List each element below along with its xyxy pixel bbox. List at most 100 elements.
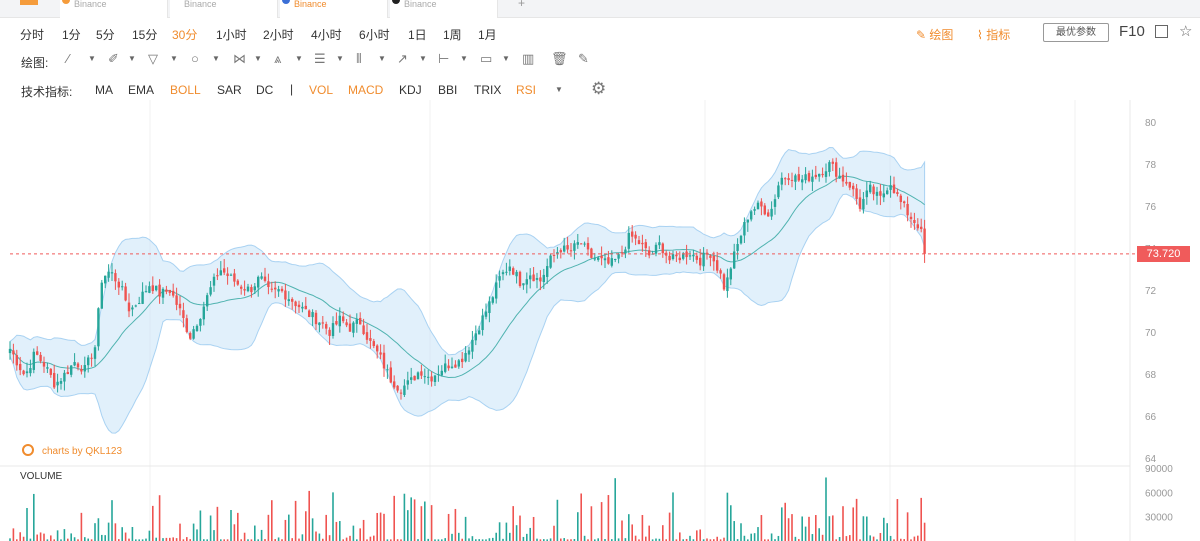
chevron-down-icon[interactable]: ▼ (212, 54, 220, 63)
f10-button[interactable]: F10 (1119, 23, 1145, 40)
candle-body (49, 368, 52, 375)
star-icon[interactable]: ☆ (1179, 23, 1193, 40)
volume-bar (430, 505, 433, 541)
volume-bar (815, 515, 817, 541)
period-button[interactable]: 6小时 (359, 28, 390, 42)
period-button[interactable]: 2小时 (263, 28, 294, 42)
period-button[interactable]: 1分 (62, 28, 81, 42)
period-button[interactable]: 1周 (443, 28, 462, 42)
volume-bar (138, 539, 140, 541)
candle-body (569, 250, 573, 252)
chevron-down-icon[interactable]: ▼ (502, 54, 510, 63)
volume-bar (784, 502, 786, 541)
fullscreen-icon[interactable] (1155, 25, 1168, 38)
chevron-down-icon[interactable]: ▼ (295, 54, 303, 63)
candle-body (39, 354, 42, 361)
draw-toggle-button[interactable]: ✎ 绘图 (916, 26, 953, 43)
chevron-down-icon[interactable]: ▼ (555, 85, 563, 94)
chevron-down-icon[interactable]: ▼ (460, 54, 468, 63)
candle-body (495, 282, 498, 299)
period-button[interactable]: 1月 (478, 28, 497, 42)
volume-bar (349, 535, 351, 541)
indicator-boll[interactable]: BOLL (170, 83, 201, 97)
indicator-toggle-button[interactable]: ⌇ 指标 (977, 26, 1010, 43)
indicator-macd[interactable]: MACD (348, 83, 384, 97)
volume-bar (505, 522, 508, 541)
indicator-vol[interactable]: VOL (309, 83, 334, 97)
indicator-ema[interactable]: EMA (128, 83, 155, 97)
price-axis-label: 78 (1145, 160, 1157, 171)
period-button-active[interactable]: 30分 (172, 28, 198, 42)
candle-body (15, 355, 18, 366)
candle-body (223, 268, 226, 273)
volume-bar (94, 523, 96, 541)
bar-icon[interactable]: ▥ (522, 51, 535, 66)
add-tab-icon[interactable]: + (518, 0, 526, 10)
volume-bar (36, 534, 38, 541)
indicator-dc[interactable]: DC (256, 83, 274, 97)
zigzag-icon[interactable]: ⋈ (233, 51, 246, 66)
indicator-rsi[interactable]: RSI (516, 83, 537, 97)
fib-icon[interactable]: ☰ (314, 51, 326, 66)
indicator-bbi[interactable]: BBI (438, 83, 458, 97)
volume-bar (145, 538, 147, 541)
grid-icon[interactable]: ⦀ (356, 51, 362, 66)
candlestick-chart[interactable]: 807876747270686664900006000030000 (0, 100, 1200, 541)
indicator-sar[interactable]: SAR (217, 83, 242, 97)
eraser-icon[interactable]: ✎ (578, 51, 589, 66)
chevron-down-icon[interactable]: ▼ (254, 54, 262, 63)
period-button[interactable]: 4小时 (311, 28, 342, 42)
period-button[interactable]: 5分 (96, 28, 115, 42)
pen-icon[interactable]: ✐ (108, 51, 119, 66)
channel-icon[interactable]: ▽ (148, 51, 158, 66)
exchange-tab-active[interactable]: Binance (280, 0, 388, 18)
period-button[interactable]: 分时 (20, 28, 45, 42)
line-icon[interactable]: ⁄ (67, 51, 70, 66)
indicator-trix[interactable]: TRIX (474, 83, 502, 97)
chevron-down-icon[interactable]: ▼ (336, 54, 344, 63)
period-button[interactable]: 1日 (408, 28, 427, 42)
chevron-down-icon[interactable]: ▼ (419, 54, 427, 63)
volume-bar (719, 539, 722, 541)
indicator-ma[interactable]: MA (95, 83, 113, 97)
exchange-tab[interactable]: Binance (60, 0, 168, 18)
candle-body (66, 372, 69, 375)
comment-icon[interactable]: ▭ (480, 51, 493, 66)
volume-bar (662, 525, 664, 541)
volume-bar (706, 538, 708, 541)
period-button[interactable]: 15分 (132, 28, 158, 42)
measure-icon[interactable]: ⊢ (438, 51, 450, 66)
pattern-icon[interactable]: ⩓ (274, 51, 282, 66)
volume-bar (16, 539, 18, 541)
arrow-icon[interactable]: ↗ (397, 51, 408, 66)
candle-body (882, 193, 885, 198)
candle-body (478, 330, 481, 335)
chevron-down-icon[interactable]: ▼ (378, 54, 386, 63)
chart-area[interactable]: 807876747270686664900006000030000 charts… (0, 100, 1200, 541)
volume-bar (556, 499, 559, 541)
candle-body (63, 372, 66, 382)
chevron-down-icon[interactable]: ▼ (170, 54, 178, 63)
chevron-down-icon[interactable]: ▼ (128, 54, 136, 63)
exchange-tab[interactable]: Binance (390, 0, 498, 18)
indicator-kdj[interactable]: KDJ (399, 83, 422, 97)
volume-bar (498, 522, 501, 541)
chevron-down-icon[interactable]: ▼ (88, 54, 96, 63)
volume-bar (104, 535, 106, 541)
candle-body (158, 284, 161, 297)
volume-bar (124, 532, 127, 541)
circle-icon[interactable]: ○ (191, 51, 199, 66)
candle-body (301, 306, 304, 309)
gear-icon[interactable]: ⚙ (591, 79, 607, 98)
candle-body (726, 277, 729, 292)
volume-bar (441, 539, 443, 541)
candle-body (563, 245, 566, 252)
trash-icon[interactable]: 🗑 (551, 51, 568, 66)
candle-body (76, 363, 80, 368)
exchange-tab[interactable]: Binance (170, 0, 278, 18)
optimal-params-button[interactable]: 最优参数 (1043, 23, 1109, 42)
candle-body (403, 385, 406, 396)
period-button[interactable]: 1小时 (216, 28, 247, 42)
candle-body (535, 278, 539, 280)
volume-bar (203, 539, 205, 541)
